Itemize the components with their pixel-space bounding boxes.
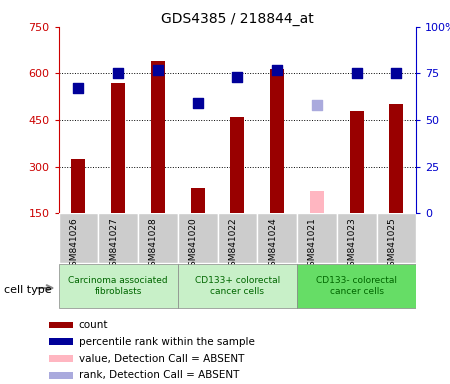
Point xyxy=(194,100,201,106)
Text: cell type: cell type xyxy=(4,285,52,295)
Text: GSM841028: GSM841028 xyxy=(149,217,158,272)
Point xyxy=(274,67,281,73)
Text: rank, Detection Call = ABSENT: rank, Detection Call = ABSENT xyxy=(79,371,239,381)
Text: GSM841027: GSM841027 xyxy=(109,217,118,272)
Text: GSM841021: GSM841021 xyxy=(308,217,317,272)
Point xyxy=(234,74,241,80)
Text: GSM841025: GSM841025 xyxy=(387,217,396,272)
Bar xyxy=(58,213,98,263)
Bar xyxy=(98,213,138,263)
Bar xyxy=(58,264,178,308)
Bar xyxy=(310,191,324,213)
Bar xyxy=(49,355,73,362)
Bar xyxy=(337,213,377,263)
Bar xyxy=(297,264,416,308)
Bar xyxy=(49,339,73,345)
Bar xyxy=(178,264,297,308)
Bar xyxy=(350,111,364,213)
Bar xyxy=(389,104,403,213)
Text: GSM841024: GSM841024 xyxy=(268,217,277,272)
Bar xyxy=(217,213,257,263)
Bar xyxy=(230,117,244,213)
Bar xyxy=(138,213,178,263)
Point xyxy=(154,67,162,73)
Bar xyxy=(111,83,125,213)
Text: value, Detection Call = ABSENT: value, Detection Call = ABSENT xyxy=(79,354,244,364)
Bar xyxy=(72,159,86,213)
Bar xyxy=(191,188,205,213)
Text: count: count xyxy=(79,320,108,330)
Text: CD133+ colorectal
cancer cells: CD133+ colorectal cancer cells xyxy=(195,276,280,296)
Point xyxy=(353,70,360,76)
Text: percentile rank within the sample: percentile rank within the sample xyxy=(79,337,255,347)
Point xyxy=(75,85,82,91)
Bar xyxy=(151,61,165,213)
Text: Carcinoma associated
fibroblasts: Carcinoma associated fibroblasts xyxy=(68,276,168,296)
Bar xyxy=(257,213,297,263)
Bar xyxy=(49,322,73,328)
Text: GSM841026: GSM841026 xyxy=(69,217,78,272)
Text: CD133- colorectal
cancer cells: CD133- colorectal cancer cells xyxy=(316,276,397,296)
Point xyxy=(313,102,320,108)
Bar xyxy=(297,213,337,263)
Point xyxy=(393,70,400,76)
Point xyxy=(114,70,122,76)
Bar xyxy=(270,69,284,213)
Text: GSM841022: GSM841022 xyxy=(228,217,238,272)
Bar xyxy=(178,213,217,263)
Bar xyxy=(49,372,73,379)
Text: GSM841020: GSM841020 xyxy=(189,217,198,272)
Text: GSM841023: GSM841023 xyxy=(347,217,356,272)
Bar xyxy=(377,213,416,263)
Title: GDS4385 / 218844_at: GDS4385 / 218844_at xyxy=(161,12,314,26)
